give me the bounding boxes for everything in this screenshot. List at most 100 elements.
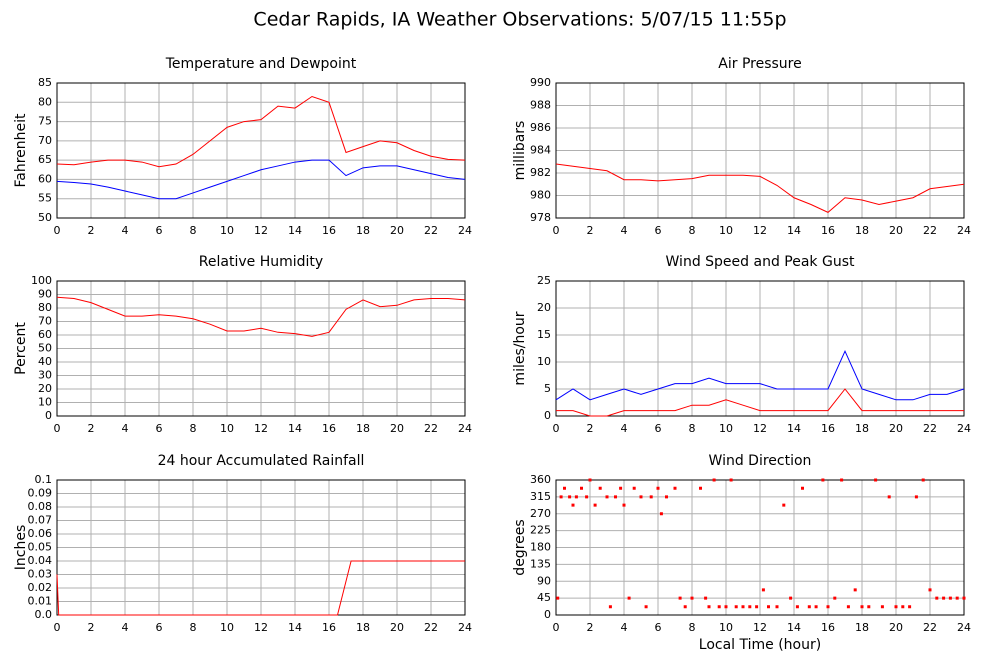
y-tick-label: 984	[530, 144, 551, 157]
x-tick-label: 2	[88, 224, 95, 237]
data-point	[846, 605, 850, 609]
x-tick-label: 18	[855, 224, 869, 237]
page-title: Cedar Rapids, IA Weather Observations: 5…	[253, 9, 786, 31]
data-point	[908, 605, 912, 609]
x-tick-label: 24	[957, 422, 971, 435]
x-tick-label: 10	[220, 422, 234, 435]
y-tick-label: 80	[38, 95, 52, 108]
data-point	[807, 605, 811, 609]
x-tick-label: 20	[889, 422, 903, 435]
x-tick-label: 20	[889, 621, 903, 634]
x-tick-label: 6	[655, 621, 662, 634]
y-tick-label: 40	[38, 355, 52, 368]
y-tick-label: 30	[38, 369, 52, 382]
y-tick-label: 978	[530, 211, 551, 224]
data-point	[608, 605, 612, 609]
y-axis-label: Percent	[13, 322, 29, 375]
x-tick-label: 6	[156, 621, 163, 634]
data-point	[761, 588, 765, 592]
y-tick-label: 65	[38, 153, 52, 166]
y-tick-label: 85	[38, 76, 52, 89]
x-tick-label: 12	[254, 621, 268, 634]
data-point	[678, 596, 682, 600]
y-tick-label: 75	[38, 115, 52, 128]
data-point	[840, 478, 844, 482]
data-point	[574, 495, 578, 499]
y-tick-label: 45	[537, 591, 551, 604]
y-axis-label: Fahrenheit	[13, 113, 29, 188]
x-tick-label: 10	[719, 224, 733, 237]
x-tick-label: 8	[689, 422, 696, 435]
x-tick-label: 10	[719, 422, 733, 435]
data-point	[795, 605, 799, 609]
data-point	[627, 596, 631, 600]
x-tick-label: 18	[855, 621, 869, 634]
y-tick-label: 225	[530, 524, 551, 537]
data-point	[559, 495, 563, 499]
data-point	[894, 605, 898, 609]
chart-title: Wind Speed and Peak Gust	[666, 254, 855, 270]
x-tick-label: 6	[655, 224, 662, 237]
data-point	[755, 605, 759, 609]
plot-border	[555, 479, 965, 616]
x-tick-label: 14	[787, 422, 801, 435]
y-tick-label: 360	[530, 473, 551, 486]
data-point	[614, 495, 617, 499]
data-point	[928, 588, 932, 592]
data-point	[948, 596, 952, 600]
data-point	[622, 503, 626, 507]
chart-title: Temperature and Dewpoint	[165, 56, 357, 72]
data-point	[563, 486, 566, 490]
y-tick-label: 0.02	[28, 581, 53, 594]
data-point	[801, 486, 804, 490]
data-line	[56, 560, 465, 616]
data-point	[683, 605, 687, 609]
x-tick-label: 4	[122, 224, 129, 237]
data-point	[901, 605, 905, 609]
x-tick-label: 10	[719, 621, 733, 634]
data-point	[632, 486, 636, 490]
y-tick-label: 270	[530, 507, 551, 520]
x-tick-label: 8	[190, 422, 197, 435]
x-tick-label: 16	[821, 422, 835, 435]
x-tick-label: 14	[288, 224, 302, 237]
y-tick-label: 50	[38, 211, 52, 224]
x-tick-label: 2	[587, 621, 594, 634]
data-point	[833, 596, 837, 600]
data-point	[656, 486, 660, 490]
x-tick-label: 16	[821, 621, 835, 634]
x-tick-label: 0	[54, 224, 61, 237]
x-axis-label: Local Time (hour)	[699, 637, 821, 653]
data-point	[860, 605, 864, 609]
x-tick-label: 0	[553, 621, 560, 634]
chart-title: Wind Direction	[709, 453, 812, 469]
data-point	[874, 478, 878, 482]
y-tick-label: 0.06	[28, 527, 53, 540]
x-tick-label: 12	[753, 422, 767, 435]
x-tick-label: 4	[122, 422, 129, 435]
x-tick-label: 12	[254, 422, 268, 435]
y-tick-label: 70	[38, 134, 52, 147]
x-tick-label: 24	[458, 224, 472, 237]
y-tick-label: 100	[31, 274, 52, 287]
data-point	[593, 503, 597, 507]
x-tick-label: 16	[322, 422, 336, 435]
y-tick-label: 90	[537, 574, 551, 587]
data-point	[568, 495, 572, 499]
x-tick-label: 14	[787, 621, 801, 634]
y-tick-label: 10	[38, 396, 52, 409]
x-tick-label: 12	[254, 224, 268, 237]
x-tick-label: 22	[424, 422, 438, 435]
y-tick-label: 60	[38, 328, 52, 341]
data-point	[649, 495, 653, 499]
data-point	[639, 495, 643, 499]
y-tick-label: 0	[544, 608, 551, 621]
data-point	[921, 478, 925, 482]
y-tick-label: 70	[38, 315, 52, 328]
y-tick-label: 0.03	[28, 568, 53, 581]
data-point	[867, 605, 871, 609]
data-point	[644, 605, 648, 609]
x-tick-label: 24	[458, 422, 472, 435]
y-tick-label: 0	[544, 409, 551, 422]
